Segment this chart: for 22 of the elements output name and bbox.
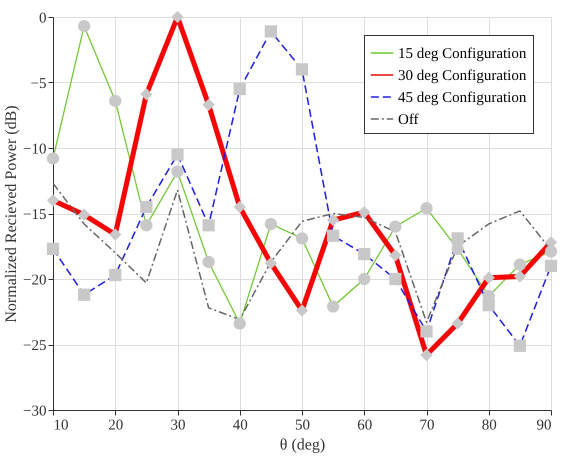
x-tick-label: 80 <box>482 418 497 434</box>
y-tick-label: −30 <box>23 404 46 420</box>
x-tick-label: 70 <box>420 418 434 434</box>
legend-label: 30 deg Configuration <box>398 68 527 84</box>
x-tick-label: 50 <box>295 418 310 434</box>
x-tick-label: 30 <box>170 418 186 434</box>
y-tick-label: 0 <box>39 10 46 26</box>
legend-label: 45 deg Configuration <box>398 90 527 106</box>
x-tick-label: 90 <box>536 418 552 434</box>
y-tick-label: −5 <box>30 76 46 92</box>
x-tick-label: 40 <box>232 418 248 434</box>
x-axis-title: θ (deg) <box>280 436 326 454</box>
legend-label: 15 deg Configuration <box>398 46 527 62</box>
x-tick-label: 20 <box>108 418 124 434</box>
y-tick-label: −10 <box>23 142 46 158</box>
y-axis-title: Normalized Recieved Power (dB) <box>3 105 20 323</box>
legend-label: Off <box>398 112 419 128</box>
y-tick-label: −20 <box>23 272 46 288</box>
y-tick-label: −15 <box>23 207 46 223</box>
x-tick-label: 10 <box>54 418 68 434</box>
x-tick-label: 60 <box>357 418 372 434</box>
y-tick-label: −25 <box>23 338 46 354</box>
